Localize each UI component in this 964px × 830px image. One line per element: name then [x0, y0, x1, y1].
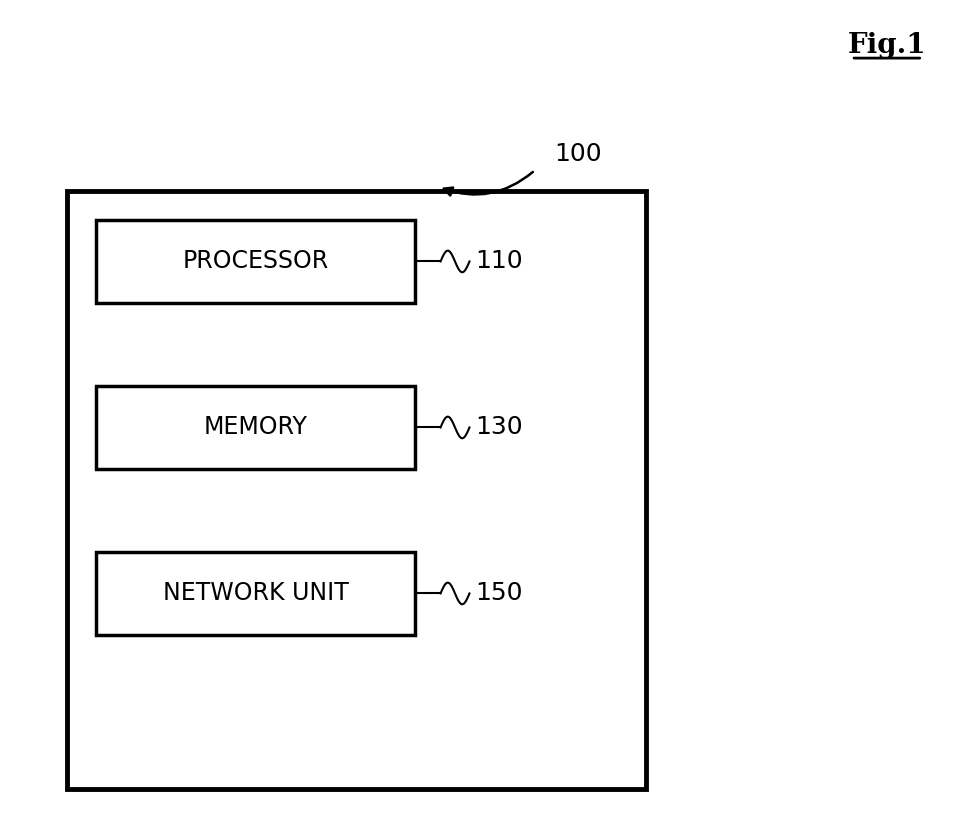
- Text: 100: 100: [554, 142, 602, 165]
- Text: 150: 150: [475, 582, 522, 605]
- Text: PROCESSOR: PROCESSOR: [182, 250, 329, 273]
- FancyBboxPatch shape: [96, 220, 415, 303]
- Text: Fig.1: Fig.1: [847, 32, 926, 59]
- FancyBboxPatch shape: [96, 386, 415, 469]
- Text: NETWORK UNIT: NETWORK UNIT: [163, 582, 348, 605]
- Text: 110: 110: [475, 250, 522, 273]
- Text: 130: 130: [475, 416, 522, 439]
- FancyBboxPatch shape: [96, 552, 415, 635]
- FancyBboxPatch shape: [67, 191, 646, 788]
- Text: MEMORY: MEMORY: [203, 416, 308, 439]
